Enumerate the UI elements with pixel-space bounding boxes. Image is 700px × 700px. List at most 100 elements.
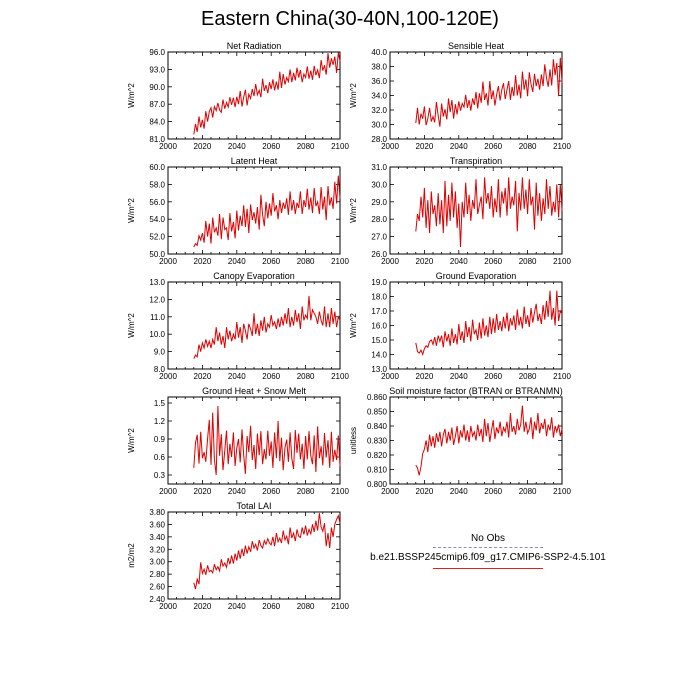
chart-title: Total LAI xyxy=(236,501,271,511)
y-tick-label: 1.5 xyxy=(154,399,166,408)
x-tick-label: 2080 xyxy=(519,257,537,266)
series-line-model xyxy=(193,405,341,476)
x-tick-label: 2040 xyxy=(228,257,246,266)
y-tick-label: 84.0 xyxy=(149,118,165,127)
y-tick-label: 31.0 xyxy=(371,163,387,172)
x-tick-label: 2060 xyxy=(484,142,502,151)
y-tick-label: 3.60 xyxy=(149,520,165,529)
y-tick-label: 0.800 xyxy=(367,480,388,489)
chart-title: Latent Heat xyxy=(231,156,278,166)
y-tick-label: 19.0 xyxy=(371,278,387,287)
x-tick-label: 2040 xyxy=(450,142,468,151)
x-tick-label: 2060 xyxy=(262,602,280,611)
x-tick-label: 2040 xyxy=(450,372,468,381)
series-line-model xyxy=(415,57,563,127)
chart-panel-9: Total LAI 2000 2020 2040 2060 2080 2100 2.40 2.6… xyxy=(127,501,349,611)
x-tick-label: 2060 xyxy=(262,257,280,266)
y-tick-label: 60.0 xyxy=(149,163,165,172)
y-tick-label: 3.40 xyxy=(149,533,165,542)
y-axis-label: m2/m2 xyxy=(127,543,136,568)
y-tick-label: 0.850 xyxy=(367,408,388,417)
y-tick-label: 14.0 xyxy=(371,351,387,360)
x-tick-label: 2000 xyxy=(381,257,399,266)
x-tick-label: 2060 xyxy=(262,142,280,151)
y-tick-label: 29.0 xyxy=(371,198,387,207)
chart-title: Soil moisture factor (BTRAN or BTRANMN) xyxy=(389,386,563,396)
y-tick-label: 30.0 xyxy=(371,121,387,130)
y-tick-label: 54.0 xyxy=(149,215,165,224)
y-tick-label: 30.0 xyxy=(371,180,387,189)
y-tick-label: 93.0 xyxy=(149,65,165,74)
x-tick-label: 2100 xyxy=(553,142,571,151)
chart-title: Canopy Evaporation xyxy=(213,271,295,281)
y-tick-label: 0.9 xyxy=(154,435,166,444)
x-tick-label: 2080 xyxy=(297,487,315,496)
y-tick-label: 3.20 xyxy=(149,545,165,554)
legend-obs-line xyxy=(433,547,543,548)
x-tick-label: 2060 xyxy=(484,372,502,381)
y-tick-label: 11.0 xyxy=(150,313,166,322)
y-axis-label: W/m^2 xyxy=(127,428,136,453)
y-tick-label: 13.0 xyxy=(371,365,387,374)
y-tick-label: 32.0 xyxy=(371,106,387,115)
y-tick-label: 27.0 xyxy=(371,233,387,242)
y-tick-label: 28.0 xyxy=(371,135,387,144)
x-tick-label: 2020 xyxy=(194,142,212,151)
y-tick-label: 16.0 xyxy=(371,322,387,331)
legend-model-line xyxy=(433,568,543,569)
y-tick-label: 36.0 xyxy=(371,77,387,86)
x-tick-label: 2020 xyxy=(416,487,434,496)
y-tick-label: 28.0 xyxy=(371,215,387,224)
chart-panel-6: Ground Evaporation 2000 2020 2040 2060 2080 21… xyxy=(349,271,571,381)
y-tick-label: 0.830 xyxy=(367,437,388,446)
x-tick-label: 2060 xyxy=(484,257,502,266)
series-line-model xyxy=(415,177,563,248)
x-tick-label: 2100 xyxy=(553,257,571,266)
y-tick-label: 56.0 xyxy=(149,198,165,207)
x-tick-label: 2100 xyxy=(553,372,571,381)
x-tick-label: 2080 xyxy=(297,257,315,266)
y-tick-label: 2.80 xyxy=(149,570,165,579)
chart-panel-7: Ground Heat + Snow Melt 2000 2020 2040 2060 2… xyxy=(127,386,349,496)
x-tick-label: 2000 xyxy=(159,487,177,496)
x-tick-label: 2000 xyxy=(381,372,399,381)
x-tick-label: 2040 xyxy=(450,487,468,496)
figure-title: Eastern China(30-40N,100-120E) xyxy=(201,8,499,30)
y-tick-label: 8.0 xyxy=(154,365,166,374)
y-tick-label: 0.820 xyxy=(367,451,388,460)
chart-panel-8: Soil moisture factor (BTRAN or BTRANMN) 2… xyxy=(349,386,571,496)
x-tick-label: 2100 xyxy=(331,487,349,496)
chart-title: Ground Evaporation xyxy=(436,271,517,281)
y-tick-label: 40.0 xyxy=(371,48,387,57)
x-tick-label: 2040 xyxy=(228,487,246,496)
series-line-model xyxy=(193,52,341,135)
x-tick-label: 2080 xyxy=(519,487,537,496)
y-tick-label: 10.0 xyxy=(149,330,165,339)
y-tick-label: 1.2 xyxy=(154,417,166,426)
x-tick-label: 2000 xyxy=(159,372,177,381)
series-line-model xyxy=(193,175,341,248)
y-tick-label: 0.3 xyxy=(154,471,166,480)
x-tick-label: 2020 xyxy=(416,372,434,381)
y-tick-label: 13.0 xyxy=(149,278,165,287)
x-tick-label: 2080 xyxy=(519,142,537,151)
y-tick-label: 2.40 xyxy=(149,595,165,604)
x-tick-label: 2100 xyxy=(331,257,349,266)
y-tick-label: 0.840 xyxy=(367,422,388,431)
y-tick-label: 15.0 xyxy=(371,336,387,345)
x-tick-label: 2020 xyxy=(194,602,212,611)
y-tick-label: 3.00 xyxy=(149,558,165,567)
x-tick-label: 2000 xyxy=(159,602,177,611)
chart-panel-2: Sensible Heat 2000 2020 2040 2060 2080 2100 28.… xyxy=(349,41,571,151)
chart-panel-3: Latent Heat 2000 2020 2040 2060 2080 2100 50.0 5… xyxy=(127,156,349,266)
y-tick-label: 90.0 xyxy=(149,83,165,92)
x-tick-label: 2060 xyxy=(262,487,280,496)
plot-frame xyxy=(167,511,341,600)
y-tick-label: 0.810 xyxy=(367,466,388,475)
y-tick-label: 26.0 xyxy=(371,250,387,259)
y-axis-label: W/m^2 xyxy=(349,198,358,223)
x-tick-label: 2020 xyxy=(194,372,212,381)
x-tick-label: 2100 xyxy=(553,487,571,496)
x-tick-label: 2100 xyxy=(331,372,349,381)
y-tick-label: 2.60 xyxy=(149,583,165,592)
